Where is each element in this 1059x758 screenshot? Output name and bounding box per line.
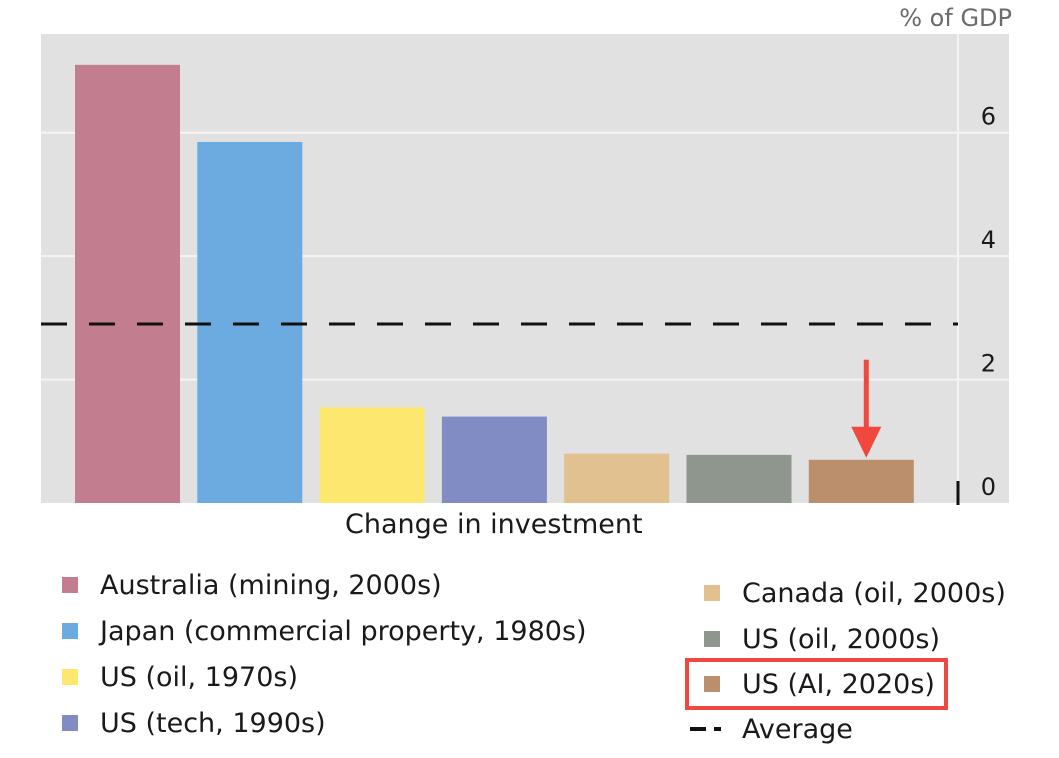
legend-item: US (oil, 1970s) bbox=[62, 654, 587, 700]
legend-swatch bbox=[704, 585, 720, 601]
x-axis-label: Change in investment bbox=[345, 509, 643, 540]
bar bbox=[319, 407, 425, 503]
y-tick-label: 6 bbox=[981, 103, 996, 131]
legend-label: Canada (oil, 2000s) bbox=[742, 577, 1006, 609]
y-axis-unit-label: % of GDP bbox=[899, 4, 1012, 32]
legend-label: US (tech, 1990s) bbox=[100, 707, 326, 739]
bar bbox=[197, 141, 303, 504]
legend-swatch bbox=[62, 715, 78, 731]
y-tick-label: 0 bbox=[981, 473, 996, 501]
bar bbox=[686, 454, 792, 503]
y-tick-label: 4 bbox=[981, 226, 996, 254]
y-tick-label: 2 bbox=[981, 350, 996, 378]
legend-item-average: Average bbox=[690, 706, 1006, 752]
bar bbox=[441, 416, 547, 503]
arrow-head bbox=[851, 426, 882, 458]
bar bbox=[75, 64, 180, 504]
legend-item: US (oil, 2000s) bbox=[704, 616, 1006, 662]
legend-item: Australia (mining, 2000s) bbox=[62, 562, 587, 608]
legend-item-highlighted: US (AI, 2020s) bbox=[685, 658, 948, 710]
legend-label: Average bbox=[742, 713, 853, 745]
legend-swatch bbox=[62, 623, 78, 639]
legend-swatch bbox=[62, 669, 78, 685]
legend-item: Japan (commercial property, 1980s) bbox=[62, 608, 587, 654]
bar bbox=[564, 453, 670, 503]
legend-left: Australia (mining, 2000s) Japan (commerc… bbox=[62, 562, 587, 746]
legend-item: Canada (oil, 2000s) bbox=[704, 570, 1006, 616]
bars bbox=[75, 64, 914, 504]
bar bbox=[808, 459, 914, 503]
legend-swatch bbox=[704, 676, 720, 692]
highlight-arrow-icon bbox=[851, 359, 882, 458]
legend-swatch bbox=[704, 631, 720, 647]
legend-label: Japan (commercial property, 1980s) bbox=[100, 615, 587, 647]
legend-label: Australia (mining, 2000s) bbox=[100, 569, 442, 601]
legend-right: Canada (oil, 2000s) US (oil, 2000s) US (… bbox=[685, 570, 1006, 752]
dashed-line-icon bbox=[690, 727, 728, 731]
legend-swatch bbox=[62, 577, 78, 593]
legend-label: US (AI, 2020s) bbox=[742, 668, 935, 700]
legend-label: US (oil, 2000s) bbox=[742, 623, 941, 655]
bar-chart: 0 2 4 6 bbox=[41, 34, 1009, 505]
legend-item: US (tech, 1990s) bbox=[62, 700, 587, 746]
legend-label: US (oil, 1970s) bbox=[100, 661, 299, 693]
y-axis-ticks: 0 2 4 6 bbox=[956, 103, 996, 505]
